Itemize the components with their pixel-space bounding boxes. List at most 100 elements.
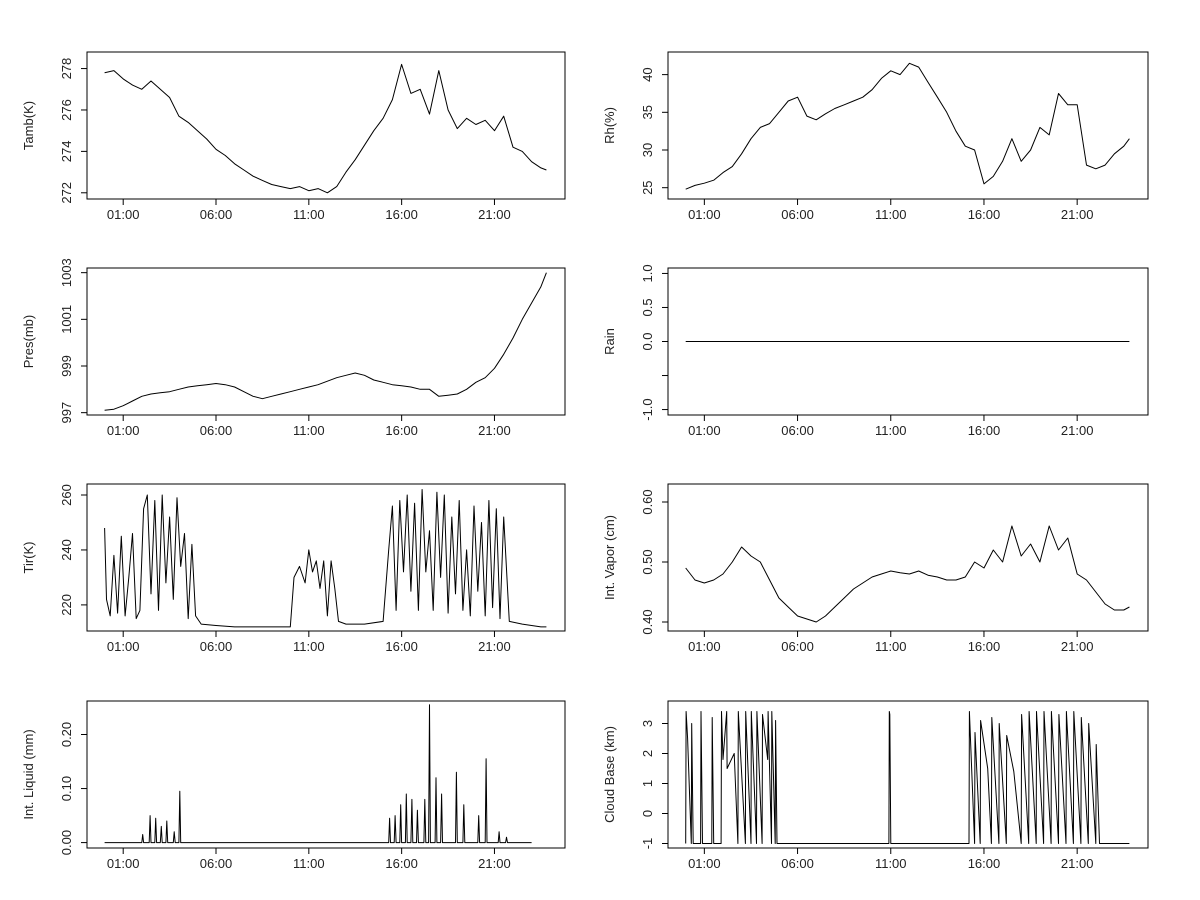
panel-tir-k: 01:00 06:00 11:00 16:00 21:00 220 240 260 Tir(K) [21,483,566,654]
series-line-tir-k [104,489,547,628]
x-tick-label: 06:00 [781,207,814,222]
x-tick-label: 01:00 [107,856,140,871]
x-tick-label: 21:00 [478,639,511,654]
panel-rain: 01:00 06:00 11:00 16:00 21:00 -1.0 0.0 0.5 1.0 Ra… [602,264,1149,438]
y-axis-label: Rh(%) [602,107,617,144]
y-tick-label: 260 [59,484,74,506]
x-tick-label: 16:00 [385,207,418,222]
plot-frame [86,267,566,416]
x-tick-label: 06:00 [781,856,814,871]
series-line-cloud-base-km [685,711,1130,844]
y-tick-label: 0.50 [640,549,655,574]
plot-frame [86,51,566,200]
y-axis-label: Tamb(K) [21,101,36,150]
y-tick-label: 3 [640,720,655,727]
x-tick-label: 01:00 [107,423,140,438]
y-axis-label: Pres(mb) [21,315,36,368]
y-tick-label: -1 [640,838,655,850]
x-tick-label: 11:00 [293,856,325,871]
y-tick-label: 1 [640,780,655,787]
y-tick-label: 0.20 [59,722,74,747]
plot-frame [667,51,1149,200]
y-tick-label: 274 [59,141,74,163]
x-tick-label: 11:00 [293,207,325,222]
x-tick-label: 01:00 [688,207,721,222]
plot-frame [667,700,1149,849]
y-tick-label: 40 [640,67,655,81]
y-axis-label: Cloud Base (km) [602,726,617,823]
x-tick-label: 11:00 [875,856,907,871]
series-line-tamb-k [104,63,547,194]
y-tick-label: 272 [59,182,74,204]
x-tick-label: 06:00 [781,639,814,654]
y-tick-label: 0.10 [59,776,74,801]
y-tick-label: 220 [59,594,74,616]
y-tick-label: 0 [640,810,655,817]
y-tick-label: 240 [59,539,74,561]
x-tick-label: 21:00 [478,423,511,438]
plot-frame [667,483,1149,632]
panel-rh: 01:00 06:00 11:00 16:00 21:00 25 30 35 40 Rh(%) [602,51,1149,222]
y-axis-label: Rain [602,328,617,355]
y-tick-label: 1003 [59,258,74,287]
x-tick-label: 01:00 [688,856,721,871]
x-tick-label: 21:00 [1061,856,1094,871]
x-tick-label: 21:00 [478,856,511,871]
x-tick-label: 21:00 [1061,207,1094,222]
panel-int-vapor-cm: 01:00 06:00 11:00 16:00 21:00 0.40 0.50 0.60 Int… [602,483,1149,654]
y-tick-label: 278 [59,58,74,80]
series-line-int-liquid-mm [104,704,532,844]
x-tick-label: 11:00 [875,639,907,654]
x-tick-label: 16:00 [968,423,1001,438]
x-tick-label: 06:00 [200,856,233,871]
y-tick-label: 0.40 [640,609,655,634]
x-tick-label: 21:00 [1061,639,1094,654]
series-line-int-vapor-cm [685,525,1130,623]
x-tick-label: 11:00 [293,639,325,654]
x-tick-label: 16:00 [385,856,418,871]
x-tick-label: 01:00 [107,207,140,222]
y-tick-label: 997 [59,402,74,424]
panel-cloud-base-km: 01:00 06:00 11:00 16:00 21:00 -1 0 1 2 3 Cloud Bas… [602,700,1149,871]
x-tick-label: 06:00 [200,639,233,654]
series-line-rh [685,62,1130,190]
x-tick-label: 16:00 [968,856,1001,871]
x-tick-label: 16:00 [968,207,1001,222]
panel-pres-mb: 01:00 06:00 11:00 16:00 21:00 997 999 1001 1003 P… [21,258,566,438]
x-tick-label: 06:00 [781,423,814,438]
x-tick-label: 16:00 [385,639,418,654]
x-tick-label: 06:00 [200,423,233,438]
x-tick-label: 16:00 [385,423,418,438]
y-tick-label: -1.0 [640,398,655,420]
x-tick-label: 16:00 [968,639,1001,654]
y-tick-label: 0.60 [640,489,655,514]
y-tick-label: 999 [59,355,74,377]
series-line-pres-mb [104,272,547,411]
y-tick-label: 1.0 [640,264,655,282]
y-tick-label: 0.5 [640,298,655,316]
y-axis-label: Int. Vapor (cm) [602,515,617,600]
y-axis-label: Tir(K) [21,541,36,573]
y-tick-label: 30 [640,143,655,157]
x-tick-label: 01:00 [688,423,721,438]
y-tick-label: 0.0 [640,332,655,350]
y-tick-label: 0.00 [59,830,74,855]
x-tick-label: 11:00 [875,423,907,438]
plot-frame [86,483,566,632]
x-tick-label: 11:00 [293,423,325,438]
x-tick-label: 11:00 [875,207,907,222]
x-tick-label: 01:00 [107,639,140,654]
y-tick-label: 276 [59,99,74,121]
y-tick-label: 2 [640,750,655,757]
y-tick-label: 25 [640,180,655,194]
x-tick-label: 01:00 [688,639,721,654]
panel-int-liquid-mm: 01:00 06:00 11:00 16:00 21:00 0.00 0.10 0.20 Int… [21,700,566,871]
x-tick-label: 21:00 [1061,423,1094,438]
plot-frame [86,700,566,849]
y-axis-label: Int. Liquid (mm) [21,729,36,819]
y-tick-label: 35 [640,105,655,119]
x-tick-label: 21:00 [478,207,511,222]
panel-tamb-k: 01:00 06:00 11:00 16:00 21:00 272 274 276 278 Tam… [21,51,566,222]
x-tick-label: 06:00 [200,207,233,222]
